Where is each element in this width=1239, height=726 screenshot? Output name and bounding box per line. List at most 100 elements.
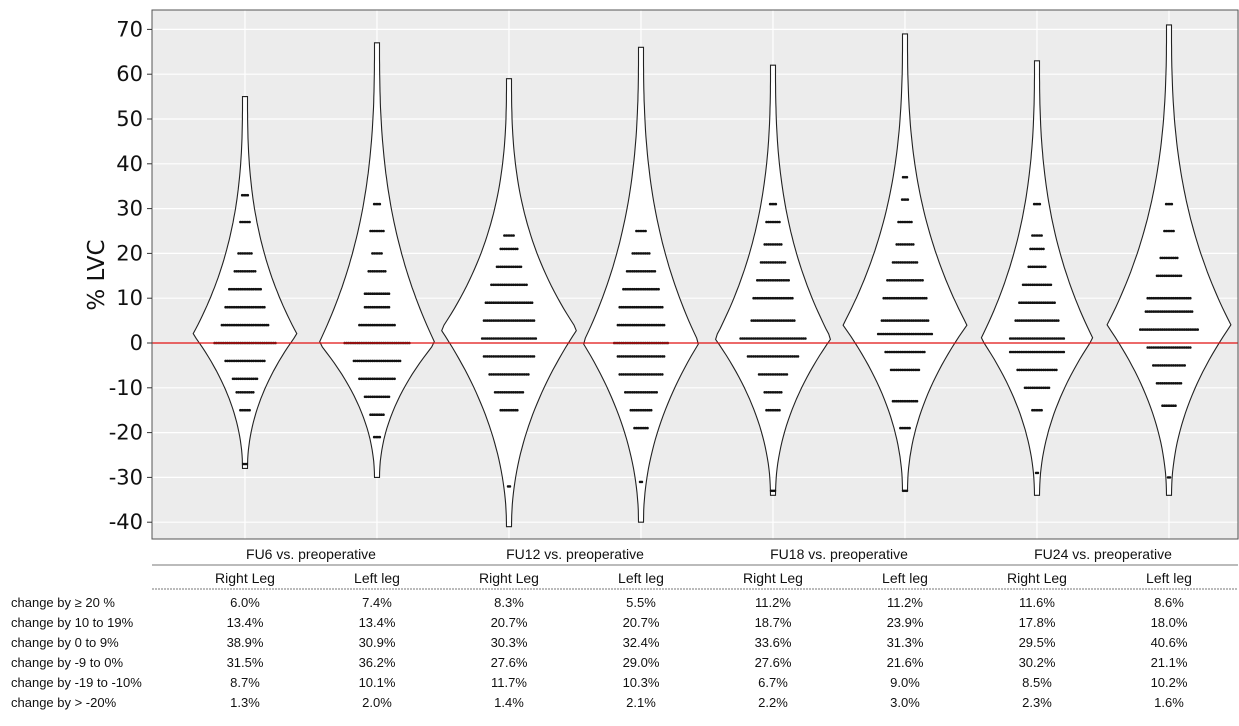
data-point [642,355,646,358]
data-point [250,377,253,381]
data-point [629,287,633,291]
data-point [774,296,778,300]
column-header: Left leg [1146,570,1192,586]
data-point [1032,350,1036,354]
data-point [1164,274,1168,278]
violin-body [583,46,699,523]
data-point [1044,319,1047,322]
data-point [231,305,235,309]
data-point [633,270,636,273]
data-point [1159,256,1162,260]
table-cell: 8.5% [1022,675,1052,690]
data-point [1179,274,1183,278]
data-point [655,355,658,358]
data-point [919,279,922,282]
data-point [897,243,900,246]
data-point [659,373,662,376]
data-point [250,270,253,273]
data-point [503,408,506,412]
violin-dots [213,193,277,466]
data-point [767,355,770,358]
data-point [644,287,647,291]
data-point [1172,274,1175,278]
data-point [1170,202,1174,206]
data-point [220,323,224,327]
y-tick-label: 30 [116,197,143,221]
data-point [261,323,264,327]
data-point [1042,386,1045,390]
data-point [752,337,755,340]
data-point [897,319,900,322]
data-point [624,305,627,309]
data-point [252,270,255,273]
data-point [1166,328,1170,331]
data-point [1042,283,1045,287]
data-point [1038,386,1042,390]
data-point [1032,368,1036,372]
data-point [1045,386,1049,390]
data-point [912,332,915,336]
table-cell: 1.3% [230,695,260,710]
data-point [239,408,242,412]
data-point [360,323,363,327]
data-point [378,252,382,255]
data-point [1157,364,1161,367]
table-cell: 23.9% [887,615,924,630]
data-point [780,319,783,322]
data-point [635,426,638,430]
data-point [1163,364,1166,367]
row-label: change by ≥ 20 % [11,595,115,610]
data-point [484,337,488,340]
data-point [492,283,495,287]
data-point [372,413,376,417]
data-point [1032,337,1036,340]
data-point [1031,247,1034,251]
data-point [506,373,510,376]
data-point [1170,310,1174,313]
data-point [635,408,638,412]
data-point [499,391,503,394]
data-point [756,319,759,322]
data-point [516,247,519,251]
data-point [380,377,383,381]
data-point [768,391,772,394]
data-point [778,355,781,358]
data-point [1181,310,1185,313]
data-point [776,279,779,282]
data-point [638,287,642,291]
data-point [1031,319,1034,322]
data-point [1016,350,1019,354]
table-cell: 21.6% [887,655,924,670]
data-point [759,337,763,340]
data-point [378,435,382,439]
data-point [384,377,387,381]
data-point [1155,310,1159,313]
data-point [770,391,774,394]
data-point [633,391,636,394]
data-point [382,359,385,363]
data-point [893,350,897,354]
data-point [385,359,389,363]
data-point [1170,346,1174,349]
table-cell: 8.7% [230,675,260,690]
data-point [778,279,781,282]
data-point [1153,364,1157,367]
data-point [770,355,774,358]
data-point [653,305,657,309]
table-cell: 20.7% [491,615,528,630]
data-point [517,265,521,269]
summary-table: FU6 vs. preoperative FU12 vs. preoperativ… [11,546,1238,710]
data-point [655,373,658,376]
y-tick-label: -40 [109,510,143,534]
data-point [778,391,781,394]
data-point [1170,364,1174,367]
data-point [510,408,514,412]
data-point [519,373,523,376]
data-point [499,355,503,358]
data-point [1016,368,1019,372]
data-point [358,377,361,381]
data-point [1020,350,1023,354]
data-point [880,319,884,322]
data-point [642,408,646,412]
data-point [1166,382,1170,385]
